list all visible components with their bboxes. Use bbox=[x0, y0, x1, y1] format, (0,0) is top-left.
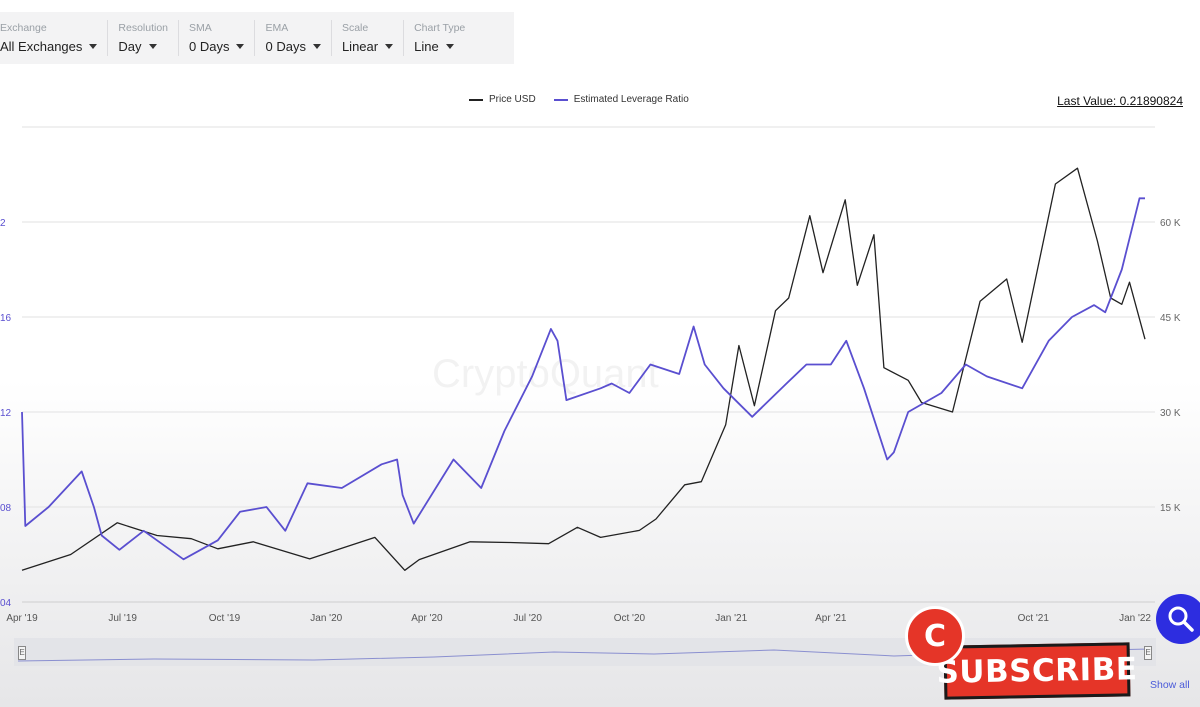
exchange-select[interactable]: Exchange All Exchanges bbox=[0, 12, 98, 64]
x-tick-label: Oct '20 bbox=[614, 613, 646, 624]
legend-label-leverage: Estimated Leverage Ratio bbox=[573, 94, 689, 105]
resolution-value: Day bbox=[118, 39, 142, 54]
caret-down-icon bbox=[148, 44, 157, 49]
caret-down-icon bbox=[312, 44, 321, 49]
toolbar-divider bbox=[107, 20, 109, 56]
legend-label-price: Price USD bbox=[489, 94, 536, 105]
caret-down-icon bbox=[385, 44, 394, 49]
leverage-ratio-line bbox=[21, 197, 1145, 561]
x-tick-label: Jan '21 bbox=[715, 613, 747, 624]
toolbar-divider bbox=[254, 20, 256, 56]
scale-label: Scale bbox=[341, 22, 369, 34]
chart-type-select[interactable]: Chart Type Line bbox=[414, 12, 465, 64]
toolbar-divider bbox=[178, 20, 180, 56]
y-right-tick-label: 45 K bbox=[1160, 313, 1181, 324]
y-left-tick-label: 2 bbox=[0, 218, 6, 229]
y-left-tick-label: 04 bbox=[0, 598, 12, 609]
x-tick-label: Jul '19 bbox=[108, 613, 137, 624]
toolbar-divider bbox=[330, 20, 332, 56]
exchange-value: All Exchanges bbox=[0, 39, 83, 54]
x-tick-label: Oct '21 bbox=[1018, 613, 1050, 624]
navigator-left-handle[interactable]: E bbox=[18, 646, 26, 660]
resolution-select[interactable]: Resolution Day bbox=[118, 12, 168, 64]
caret-down-icon bbox=[445, 44, 454, 49]
x-tick-label: Jan '22 bbox=[1119, 613, 1151, 624]
resolution-label: Resolution bbox=[118, 22, 169, 34]
ema-value: 0 Days bbox=[265, 39, 306, 54]
scale-value: Linear bbox=[341, 39, 379, 54]
y-right-tick-label: 60 K bbox=[1160, 218, 1181, 229]
caret-down-icon bbox=[236, 44, 245, 49]
y-right-tick-label: 30 K bbox=[1160, 408, 1181, 419]
exchange-label: Exchange bbox=[0, 22, 47, 34]
zoom-button[interactable] bbox=[1156, 594, 1200, 644]
legend-swatch-price bbox=[469, 98, 483, 101]
legend-swatch-leverage bbox=[553, 98, 568, 101]
y-left-tick-label: 16 bbox=[0, 313, 12, 324]
chart-type-label: Chart Type bbox=[414, 22, 466, 34]
x-tick-label: Apr '21 bbox=[815, 613, 847, 624]
x-tick-label: Apr '19 bbox=[6, 613, 38, 624]
ema-select[interactable]: EMA 0 Days bbox=[265, 12, 321, 64]
x-tick-label: Oct '19 bbox=[209, 613, 241, 624]
legend-item-leverage[interactable]: Estimated Leverage Ratio bbox=[553, 94, 689, 105]
price-usd-line bbox=[21, 167, 1146, 571]
y-left-tick-label: 12 bbox=[0, 408, 12, 419]
show-all-link[interactable]: Show all bbox=[1150, 679, 1190, 691]
navigator-right-handle[interactable]: E bbox=[1144, 646, 1152, 660]
search-icon bbox=[1168, 606, 1194, 632]
chart-type-value: Line bbox=[414, 39, 439, 54]
chart-toolbar: Exchange All Exchanges Resolution Day SM… bbox=[0, 12, 514, 64]
subscribe-button[interactable]: SUBSCRIBE bbox=[936, 642, 1138, 700]
last-value-readout: Last Value: 0.21890824 bbox=[1057, 94, 1183, 108]
toolbar-divider bbox=[403, 20, 405, 56]
sma-select[interactable]: SMA 0 Days bbox=[189, 12, 245, 64]
c-logo-icon: C bbox=[905, 606, 965, 666]
x-tick-label: Jul '20 bbox=[513, 613, 542, 624]
sma-value: 0 Days bbox=[189, 39, 230, 54]
scale-select[interactable]: Scale Linear bbox=[341, 12, 394, 64]
y-right-tick-label: 15 K bbox=[1160, 503, 1181, 514]
caret-down-icon bbox=[89, 44, 98, 49]
ema-label: EMA bbox=[265, 22, 289, 34]
x-tick-label: Apr '20 bbox=[411, 613, 443, 624]
sma-label: SMA bbox=[189, 22, 212, 34]
legend-item-price[interactable]: Price USD bbox=[469, 94, 536, 105]
y-left-tick-label: 08 bbox=[0, 503, 12, 514]
chart-legend: Price USD Estimated Leverage Ratio bbox=[469, 94, 707, 105]
x-tick-label: Jan '20 bbox=[310, 613, 342, 624]
